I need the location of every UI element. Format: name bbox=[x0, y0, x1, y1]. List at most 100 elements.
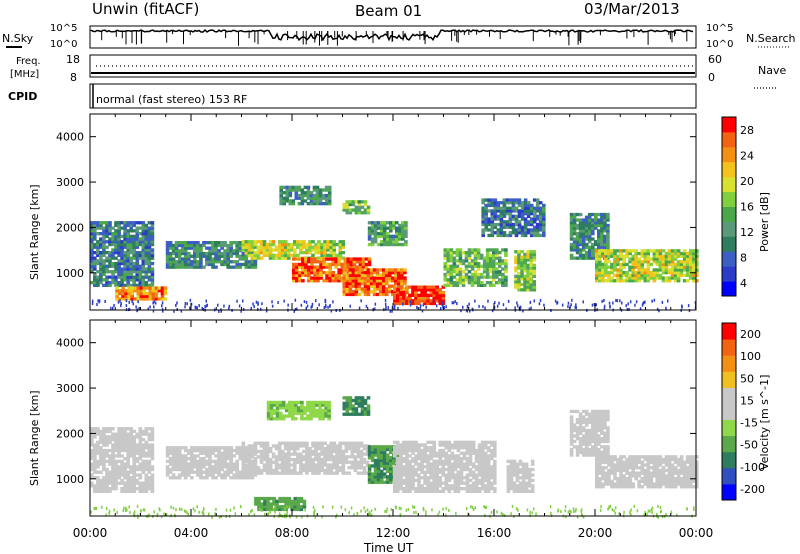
heatmap-cell bbox=[625, 273, 629, 277]
heatmap-cell bbox=[655, 257, 660, 261]
heatmap-cell bbox=[129, 435, 133, 439]
heatmap-cell bbox=[287, 303, 289, 307]
heatmap-cell bbox=[517, 203, 522, 208]
heatmap-cell bbox=[177, 251, 182, 256]
heatmap-cell bbox=[138, 465, 143, 469]
heatmap-cell bbox=[132, 443, 136, 447]
heatmap-cell bbox=[126, 283, 130, 287]
heatmap-cell bbox=[597, 240, 601, 244]
heatmap-cell bbox=[569, 221, 574, 225]
heatmap-cell bbox=[308, 466, 312, 470]
heatmap-cell bbox=[484, 198, 488, 202]
heatmap-cell bbox=[117, 232, 121, 236]
heatmap-cell bbox=[129, 451, 133, 455]
heatmap-cell bbox=[114, 251, 118, 255]
heatmap-cell bbox=[337, 257, 341, 261]
heatmap-cell bbox=[655, 254, 660, 258]
heatmap-cell bbox=[578, 242, 583, 247]
heatmap-cell bbox=[322, 260, 326, 264]
heatmap-cell bbox=[123, 272, 127, 277]
heatmap-cell bbox=[364, 268, 369, 272]
heatmap-cell bbox=[183, 260, 188, 264]
heatmap-cell bbox=[114, 278, 118, 282]
heatmap-cell bbox=[157, 297, 162, 301]
heatmap-cell bbox=[132, 462, 136, 466]
heatmap-cell bbox=[367, 447, 372, 452]
heatmap-cell bbox=[496, 214, 501, 218]
heatmap-cell bbox=[449, 270, 454, 274]
heatmap-cell bbox=[367, 453, 372, 457]
heatmap-cell bbox=[114, 229, 118, 233]
heatmap-cell bbox=[526, 222, 531, 227]
heatmap-cell bbox=[205, 470, 209, 474]
heatmap-cell bbox=[199, 260, 203, 264]
heatmap-cell bbox=[603, 229, 607, 233]
heatmap-cell bbox=[144, 251, 149, 255]
heatmap-cell bbox=[661, 300, 664, 304]
heatmap-cell bbox=[196, 251, 200, 256]
heatmap-cell bbox=[643, 260, 648, 264]
heatmap-cell bbox=[235, 473, 239, 477]
heatmap-cell bbox=[187, 254, 191, 258]
heatmap-cell bbox=[114, 438, 118, 442]
heatmap-cell bbox=[123, 267, 127, 271]
heatmap-cell bbox=[326, 248, 330, 252]
heatmap-cell bbox=[235, 265, 239, 269]
heatmap-cell bbox=[211, 470, 215, 474]
heatmap-cell bbox=[199, 476, 203, 480]
heatmap-cell bbox=[417, 299, 421, 303]
heatmap-cell bbox=[275, 507, 279, 512]
heatmap-cell bbox=[658, 262, 663, 267]
freq-tick-bottom: 8 bbox=[70, 71, 77, 84]
heatmap-cell bbox=[130, 294, 134, 298]
heatmap-cell bbox=[241, 448, 246, 453]
heatmap-cell bbox=[250, 265, 255, 269]
heatmap-cell bbox=[271, 471, 276, 475]
heatmap-cell bbox=[211, 241, 215, 245]
heatmap-cell bbox=[349, 265, 354, 269]
heatmap-cell bbox=[396, 462, 400, 466]
heatmap-cell bbox=[135, 459, 140, 463]
heatmap-cell bbox=[142, 294, 147, 298]
heatmap-cell bbox=[488, 259, 493, 263]
heatmap-cell bbox=[129, 481, 133, 485]
heatmap-cell bbox=[105, 451, 109, 455]
heatmap-cell bbox=[514, 228, 519, 232]
heatmap-cell bbox=[120, 283, 124, 287]
heatmap-cell bbox=[528, 307, 531, 311]
heatmap-cell bbox=[279, 191, 283, 195]
heatmap-cell bbox=[150, 251, 155, 255]
heatmap-cell bbox=[117, 454, 121, 458]
heatmap-cell bbox=[127, 291, 131, 296]
heatmap-cell bbox=[646, 276, 651, 280]
heatmap-cell bbox=[229, 254, 233, 258]
heatmap-cell bbox=[353, 463, 358, 467]
heatmap-cell bbox=[130, 289, 134, 293]
heatmap-cell bbox=[357, 276, 362, 280]
heatmap-cell bbox=[268, 457, 273, 462]
heatmap-cell bbox=[414, 293, 418, 297]
heatmap-cell bbox=[411, 440, 415, 444]
heatmap-cell bbox=[177, 241, 182, 245]
heatmap-cell bbox=[275, 505, 279, 509]
colorbar-tick-label: 20 bbox=[740, 175, 754, 188]
heatmap-cell bbox=[138, 432, 143, 436]
heatmap-cell bbox=[695, 279, 699, 283]
heatmap-cell bbox=[447, 476, 452, 480]
heatmap-cell bbox=[673, 268, 678, 272]
heatmap-cell bbox=[132, 245, 136, 249]
heatmap-cell bbox=[345, 398, 350, 403]
heatmap-cell bbox=[481, 214, 485, 218]
heatmap-cell bbox=[283, 457, 288, 462]
heatmap-cell bbox=[366, 273, 371, 277]
heatmap-cell bbox=[359, 444, 364, 448]
heatmap-cell bbox=[142, 289, 147, 293]
heatmap-cell bbox=[488, 270, 493, 274]
heatmap-cell bbox=[398, 232, 402, 236]
heatmap-cell bbox=[610, 279, 614, 283]
heatmap-cell bbox=[114, 232, 118, 236]
heatmap-cell bbox=[420, 293, 424, 297]
heatmap-cell bbox=[141, 251, 146, 255]
heatmap-cell bbox=[108, 221, 112, 225]
heatmap-cell bbox=[598, 271, 602, 275]
